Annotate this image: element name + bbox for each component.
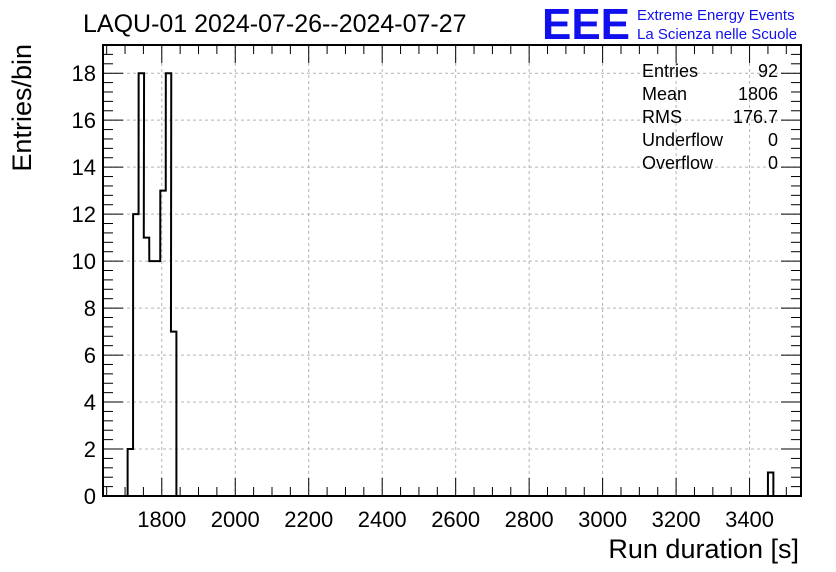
x-axis-label: Run duration [s] bbox=[608, 534, 799, 564]
x-tick-label: 2800 bbox=[505, 507, 554, 532]
stats-value: 176.7 bbox=[733, 107, 778, 127]
histogram-bars bbox=[126, 72, 775, 496]
stats-label: RMS bbox=[642, 107, 682, 127]
stats-value: 92 bbox=[758, 61, 778, 81]
x-tick-label: 2600 bbox=[431, 507, 480, 532]
eee-logo: EEE Extreme Energy Events La Scienza nel… bbox=[542, 0, 797, 49]
y-tick-label: 8 bbox=[84, 296, 96, 321]
stats-label: Mean bbox=[642, 84, 687, 104]
x-tick-label: 3200 bbox=[652, 507, 701, 532]
stats-label: Overflow bbox=[642, 153, 714, 173]
x-tick-label: 2000 bbox=[211, 507, 260, 532]
stats-label: Entries bbox=[642, 61, 698, 81]
histogram-bar-group bbox=[126, 72, 178, 496]
grid-lines bbox=[103, 45, 801, 496]
stats-value: 0 bbox=[768, 130, 778, 150]
chart-title: LAQU-01 2024-07-26--2024-07-27 bbox=[83, 10, 467, 38]
x-tick-label: 1800 bbox=[137, 507, 186, 532]
y-tick-label: 14 bbox=[72, 155, 96, 180]
x-tick-label: 3000 bbox=[578, 507, 627, 532]
x-tick-label: 2200 bbox=[284, 507, 333, 532]
eee-logo-line2: La Scienza nelle Scuole bbox=[637, 26, 797, 43]
y-tick-label: 4 bbox=[84, 390, 96, 415]
eee-logo-line1: Extreme Energy Events bbox=[637, 7, 795, 24]
histogram-bar-group bbox=[766, 471, 775, 496]
y-axis-label: Entries/bin bbox=[7, 44, 37, 172]
x-tick-label: 3400 bbox=[725, 507, 774, 532]
stats-value: 1806 bbox=[738, 84, 778, 104]
plot-frame bbox=[102, 44, 802, 497]
eee-logo-mark: EEE bbox=[542, 0, 630, 49]
stats-value: 0 bbox=[768, 153, 778, 173]
y-tick-label: 10 bbox=[72, 249, 96, 274]
axis-ticks bbox=[103, 44, 801, 497]
y-tick-label: 6 bbox=[84, 343, 96, 368]
y-tick-label: 0 bbox=[84, 484, 96, 509]
y-tick-label: 12 bbox=[72, 202, 96, 227]
y-tick-label: 16 bbox=[72, 108, 96, 133]
y-tick-label: 2 bbox=[84, 437, 96, 462]
y-tick-label: 18 bbox=[72, 61, 96, 86]
x-tick-label: 2400 bbox=[358, 507, 407, 532]
tick-labels: 1800 2000 2200 2400 2600 2800 3000 3200 34000246… bbox=[72, 61, 775, 532]
stats-label: Underflow bbox=[642, 130, 724, 150]
stats-box: Entries 92 Mean 1806 RMS 176.7 Underflow 0 Overf… bbox=[642, 61, 778, 173]
